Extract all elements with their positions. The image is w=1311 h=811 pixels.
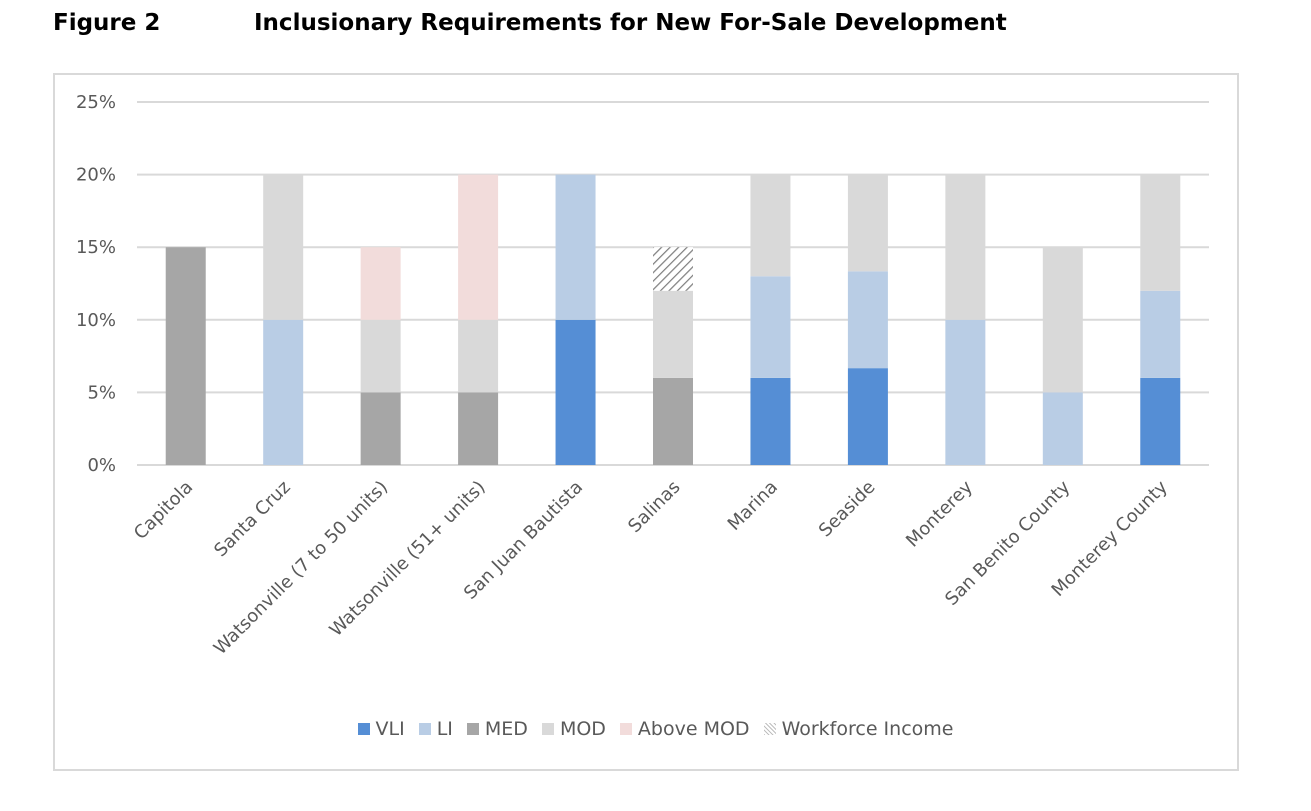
x-category-label: Salinas	[624, 477, 684, 537]
legend-swatch	[619, 723, 632, 735]
y-tick-label: 0%	[87, 455, 116, 476]
x-category-label: Seaside	[815, 477, 880, 542]
legend-swatch	[763, 723, 776, 735]
bar-segment-vli	[1140, 377, 1181, 465]
bar-segment-med	[360, 392, 401, 465]
y-tick-label: 20%	[76, 165, 116, 186]
bar-segment-li	[847, 271, 888, 369]
y-tick-label: 25%	[76, 92, 116, 113]
bar-segment-med	[165, 247, 206, 465]
y-tick-label: 5%	[87, 382, 116, 403]
bar-segment-li	[555, 174, 596, 320]
bar-segment-vli	[750, 377, 791, 465]
legend-item: Above MOD	[619, 718, 750, 740]
bar-segment-mod	[360, 319, 401, 393]
bar-segment-mod	[945, 174, 986, 320]
chart-legend: VLI LI MED MOD Above MOD Workforce Income	[0, 718, 1311, 740]
x-category-label: Monterey	[902, 476, 977, 551]
legend-swatch	[466, 723, 479, 735]
bar-segment-li	[945, 319, 986, 465]
legend-label: MED	[484, 718, 528, 740]
legend-item: Workforce Income	[763, 718, 954, 740]
bar-segment-above-mod	[360, 247, 401, 320]
bar-segment-mod	[1140, 174, 1181, 291]
legend-item: VLI	[357, 718, 405, 740]
legend-label: LI	[436, 718, 453, 740]
bar-segment-med	[653, 377, 693, 465]
legend-swatch	[357, 723, 370, 735]
bar-segment-mod	[750, 174, 791, 277]
legend-item: MED	[466, 718, 528, 740]
x-category-label: Capitola	[130, 477, 197, 544]
y-tick-label: 10%	[76, 310, 116, 331]
bar-segment-mod	[847, 174, 888, 272]
bar-segment-above-mod	[458, 174, 499, 320]
bar-segment-vli	[847, 368, 888, 465]
legend-label: MOD	[559, 718, 606, 740]
legend-item: LI	[418, 718, 453, 740]
bar-segment-mod	[653, 290, 693, 378]
y-tick-label: 15%	[76, 237, 116, 258]
bar-segment-li	[750, 276, 791, 378]
x-category-label: Watsonville (51+ units)	[326, 477, 490, 641]
bar-segment-med	[458, 392, 499, 465]
bar-segment-vli	[555, 319, 596, 465]
legend-label: Workforce Income	[781, 718, 954, 740]
x-category-label: Marina	[724, 477, 782, 535]
bar-segment-li	[1042, 392, 1083, 465]
bar-segment-mod	[263, 174, 304, 320]
bar-segment-workforce-income	[653, 247, 693, 291]
bar-segment-li	[263, 319, 304, 465]
legend-item: MOD	[541, 718, 606, 740]
bar-segment-mod	[1042, 247, 1083, 393]
legend-swatch	[418, 723, 431, 735]
figure-title: Inclusionary Requirements for New For-Sa…	[254, 10, 1007, 36]
chart-frame	[53, 73, 1239, 771]
x-category-label: Santa Cruz	[210, 477, 294, 561]
legend-label: VLI	[375, 718, 405, 740]
bar-segment-li	[1140, 290, 1181, 378]
x-category-label: Watsonville (7 to 50 units)	[210, 477, 392, 659]
figure-label: Figure 2	[53, 10, 161, 36]
bar-segment-mod	[458, 319, 499, 393]
legend-swatch	[541, 723, 554, 735]
legend-label: Above MOD	[637, 718, 750, 740]
